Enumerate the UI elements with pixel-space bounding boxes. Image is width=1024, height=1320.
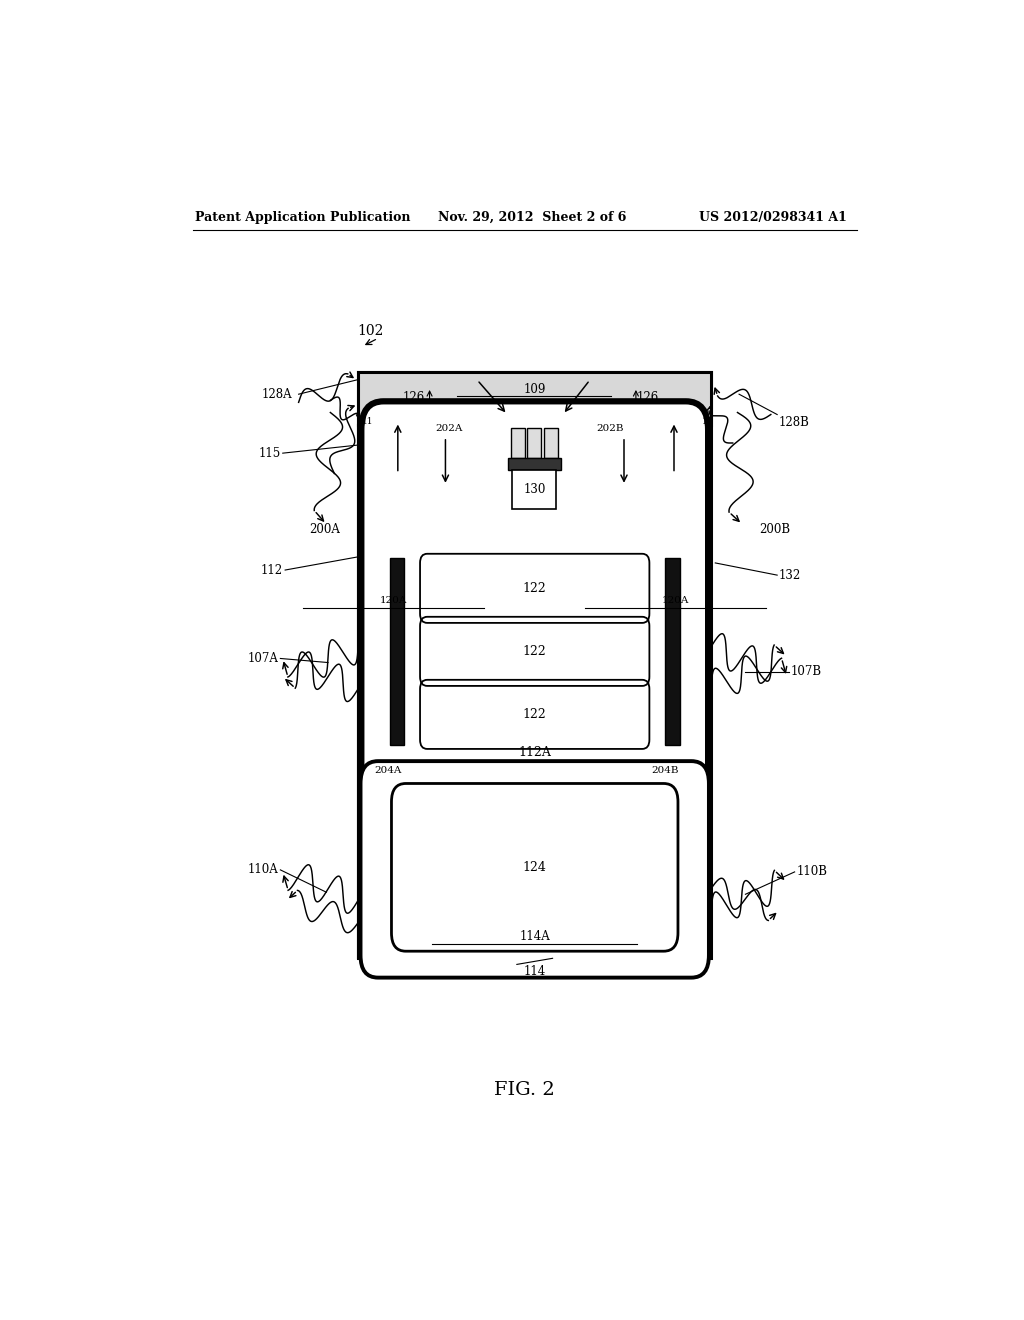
Text: 11: 11 bbox=[701, 417, 713, 426]
Text: 130: 130 bbox=[523, 483, 546, 496]
Text: 102: 102 bbox=[356, 325, 383, 338]
Text: 200B: 200B bbox=[759, 523, 791, 536]
Bar bbox=[666, 558, 680, 744]
Text: 11: 11 bbox=[361, 417, 374, 426]
Bar bbox=[695, 425, 712, 958]
Text: 124: 124 bbox=[523, 861, 547, 874]
Text: 122: 122 bbox=[523, 582, 547, 595]
Bar bbox=[511, 428, 525, 458]
Text: 122: 122 bbox=[523, 645, 547, 657]
Text: 114: 114 bbox=[523, 965, 546, 978]
FancyBboxPatch shape bbox=[360, 762, 709, 978]
Text: 202A: 202A bbox=[436, 424, 463, 433]
Text: FIG. 2: FIG. 2 bbox=[495, 1081, 555, 1100]
Bar bbox=[508, 458, 560, 470]
Text: 120A: 120A bbox=[380, 597, 408, 605]
Bar bbox=[390, 558, 404, 744]
Text: 128A: 128A bbox=[261, 388, 292, 401]
Text: 200A: 200A bbox=[309, 523, 340, 536]
Text: 107B: 107B bbox=[791, 665, 822, 678]
Bar bbox=[512, 470, 556, 510]
Text: 120A: 120A bbox=[662, 597, 689, 605]
Text: 128B: 128B bbox=[778, 416, 810, 429]
Text: Nov. 29, 2012  Sheet 2 of 6: Nov. 29, 2012 Sheet 2 of 6 bbox=[437, 211, 626, 224]
Text: 122: 122 bbox=[523, 708, 547, 721]
Text: 107A: 107A bbox=[248, 652, 279, 665]
Text: 114A: 114A bbox=[519, 931, 550, 944]
FancyBboxPatch shape bbox=[361, 401, 709, 807]
Text: 126: 126 bbox=[402, 391, 425, 404]
Text: 202B: 202B bbox=[597, 424, 625, 433]
Text: 109: 109 bbox=[523, 383, 546, 396]
Text: 204A: 204A bbox=[374, 766, 401, 775]
Text: 110A: 110A bbox=[248, 863, 279, 876]
Bar bbox=[358, 425, 374, 958]
Text: 112A: 112A bbox=[518, 747, 551, 759]
Bar bbox=[527, 428, 542, 458]
Polygon shape bbox=[358, 372, 712, 425]
Text: 112: 112 bbox=[261, 564, 283, 577]
Text: Patent Application Publication: Patent Application Publication bbox=[196, 211, 411, 224]
Text: 204B: 204B bbox=[652, 766, 679, 775]
Text: 110B: 110B bbox=[797, 866, 827, 878]
Text: 132: 132 bbox=[778, 569, 801, 582]
Text: 115: 115 bbox=[259, 446, 282, 459]
Text: US 2012/0298341 A1: US 2012/0298341 A1 bbox=[699, 211, 847, 224]
Text: 126: 126 bbox=[637, 391, 658, 404]
Bar bbox=[544, 428, 558, 458]
